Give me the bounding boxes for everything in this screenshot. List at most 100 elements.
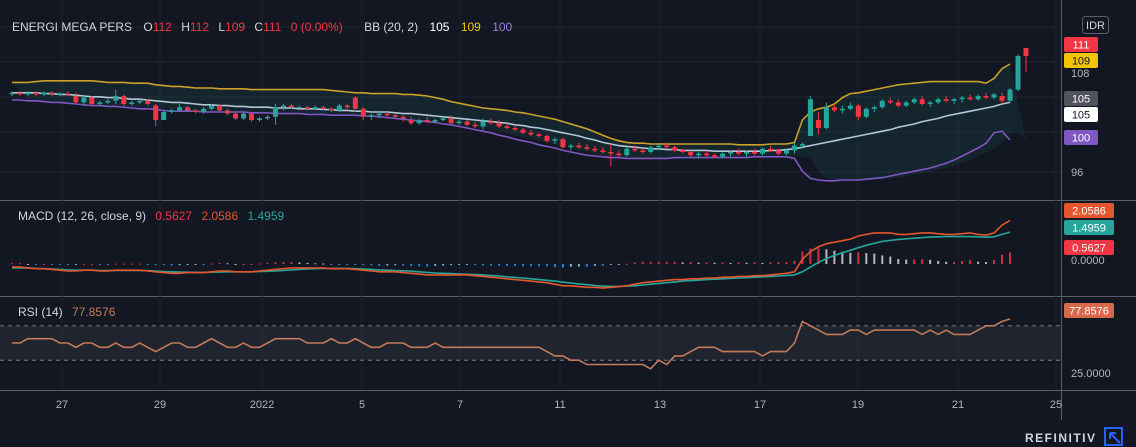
- candle-body: [847, 105, 853, 109]
- refinitiv-logo-icon: [1104, 427, 1123, 446]
- macd-badge-bg: [1064, 240, 1114, 255]
- candle-body: [879, 100, 885, 108]
- candle-body: [1023, 48, 1029, 56]
- macd-histogram-bar: [673, 261, 676, 264]
- candle-body: [720, 153, 726, 157]
- macd-histogram-bar: [585, 264, 588, 267]
- candle-body: [568, 145, 574, 148]
- candle-body: [304, 107, 310, 109]
- candle-body: [400, 116, 406, 119]
- candle-body: [728, 152, 734, 154]
- macd-histogram-bar: [1009, 252, 1012, 264]
- macd-histogram-bar: [825, 249, 828, 264]
- candle-body: [943, 99, 949, 101]
- macd-histogram-bar: [809, 248, 812, 264]
- candle-body: [209, 105, 215, 109]
- candle-body: [440, 118, 446, 120]
- bb-upper-value: 109: [461, 20, 481, 34]
- candle-body: [480, 121, 486, 127]
- candle-body: [496, 123, 502, 127]
- candle-body: [576, 145, 582, 148]
- candle-body: [512, 128, 518, 130]
- candle-body: [376, 113, 382, 116]
- close-value: 111: [263, 20, 282, 34]
- candle-body: [967, 97, 973, 100]
- macd-histogram-bar: [346, 264, 349, 265]
- time-axis-label: 13: [654, 399, 666, 411]
- candle-body: [935, 99, 941, 103]
- candle-body: [288, 105, 294, 108]
- macd-histogram-bar: [689, 262, 692, 264]
- candle-body: [201, 108, 207, 112]
- macd-histogram-bar: [657, 261, 660, 264]
- bb-middle-line: [12, 92, 1011, 152]
- candle-body: [328, 108, 334, 111]
- macd-histogram-bar: [202, 264, 205, 265]
- candle-body: [999, 96, 1005, 101]
- candle-body: [927, 102, 933, 104]
- macd-histogram-bar: [577, 264, 580, 267]
- price-badge: 105: [1072, 110, 1090, 122]
- candle-body: [959, 97, 965, 100]
- bb-lower-line: [12, 99, 1011, 182]
- macd-zero-tick: 0.0000: [1071, 255, 1105, 267]
- main-legend[interactable]: ENERGI MEGA PERS O112 H112 L109 C111 0 (…: [12, 20, 513, 34]
- candle-body: [799, 144, 805, 146]
- candle-body: [336, 105, 342, 111]
- candle-body: [296, 107, 302, 109]
- macd-histogram-bar: [338, 264, 341, 265]
- macd-histogram-bar: [905, 259, 908, 264]
- candle-body: [688, 152, 694, 156]
- macd-histogram-bar: [506, 264, 509, 267]
- brand-logo-text: REFINITIV: [1025, 431, 1097, 445]
- candle-body: [831, 107, 837, 111]
- macd-histogram-bar: [881, 255, 884, 264]
- macd-histogram-bar: [178, 264, 181, 266]
- candle-body: [352, 97, 358, 109]
- rsi-legend[interactable]: RSI (14) 77.8576: [18, 305, 116, 319]
- macd-legend[interactable]: MACD (12, 26, close, 9) 0.5627 2.0586 1.…: [18, 209, 285, 223]
- candle-body: [25, 92, 31, 95]
- macd-histogram-bar: [210, 263, 213, 265]
- macd-histogram-bar: [737, 262, 740, 264]
- time-axis-label: 17: [754, 399, 766, 411]
- candle-body: [712, 155, 718, 157]
- macd-histogram-bar: [529, 264, 532, 267]
- macd-histogram-bar: [929, 259, 932, 264]
- macd-histogram-bar: [170, 264, 173, 266]
- macd-histogram-bar: [250, 264, 253, 265]
- candle-body: [153, 105, 159, 120]
- macd-histogram-bar: [482, 264, 485, 266]
- macd-badge-bg: [1064, 203, 1114, 218]
- currency-button[interactable]: [1082, 16, 1109, 34]
- macd-histogram-bar: [921, 259, 924, 264]
- candle-body: [472, 124, 478, 127]
- candle-body: [1015, 56, 1021, 90]
- macd-histogram-bar: [601, 264, 604, 267]
- candle-body: [736, 152, 742, 154]
- open-value: 112: [153, 20, 172, 34]
- macd-histogram-bar: [761, 262, 764, 264]
- macd-histogram-bar: [90, 264, 93, 265]
- macd-histogram-bar: [258, 263, 261, 265]
- open-label: O: [143, 20, 152, 34]
- candle-body: [911, 99, 917, 103]
- candle-body: [177, 107, 183, 111]
- candle-body: [871, 107, 877, 109]
- macd-histogram-bar: [769, 262, 772, 264]
- candle-body: [217, 105, 223, 111]
- candle-body: [408, 120, 414, 124]
- macd-pane: [11, 219, 1012, 289]
- macd-line-value: 2.0586: [201, 209, 238, 223]
- rsi-value: 77.8576: [72, 305, 116, 319]
- candle-body: [193, 110, 199, 112]
- candle-body: [33, 92, 39, 95]
- time-axis[interactable]: 27 29 2022 5 7 11 13 17 19 21 25: [56, 399, 1062, 411]
- candle-body: [680, 150, 686, 152]
- macd-histogram-bar: [889, 256, 892, 264]
- macd-histogram-bar: [362, 264, 365, 266]
- macd-histogram-bar: [913, 259, 916, 264]
- rsi-badge-bg: [1064, 303, 1114, 318]
- rsi-line: [12, 318, 1011, 370]
